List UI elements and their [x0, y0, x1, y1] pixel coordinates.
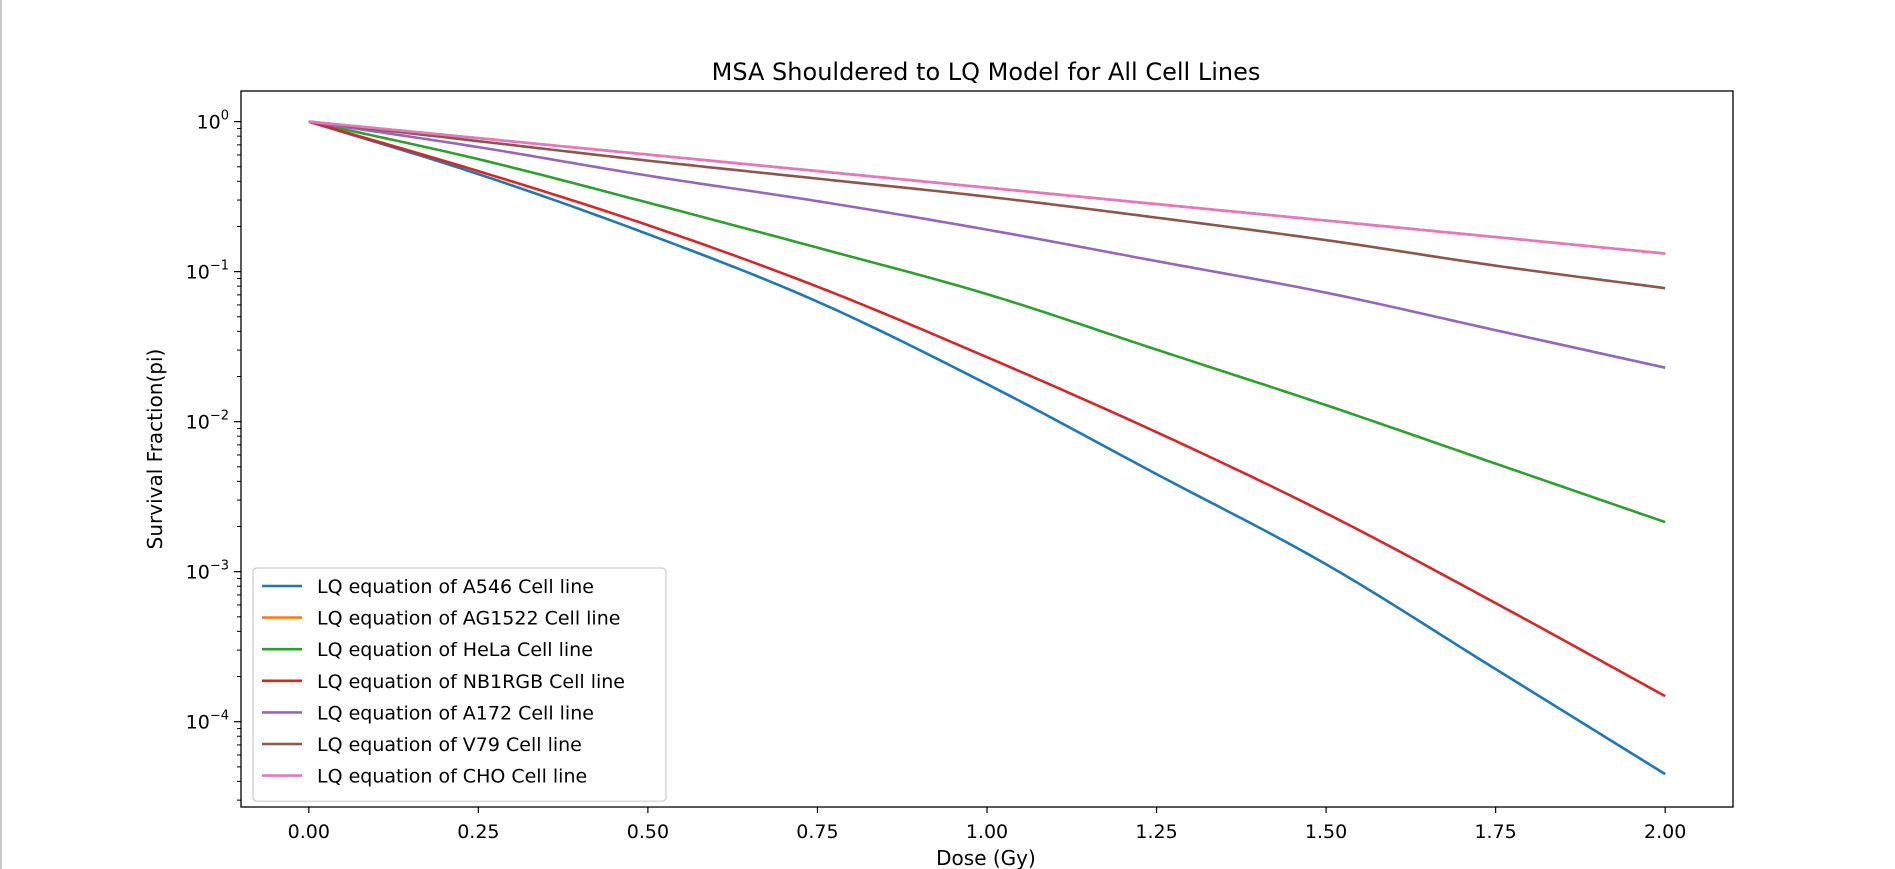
legend-label-6: LQ equation of V79 Cell line: [317, 734, 582, 756]
y-axis-label: Survival Fraction(pi): [143, 349, 167, 550]
x-axis-label: Dose (Gy): [936, 846, 1036, 869]
x-tick-label: 1.00: [966, 821, 1008, 843]
legend-label-7: LQ equation of CHO Cell line: [317, 766, 587, 788]
series-line-5: [308, 120, 1666, 369]
x-tick-label: 0.25: [457, 821, 499, 843]
axes-layer: 0.00 0.25 0.50 0.75 1.00 1.25 1.50 1.75 2.00 100 1…: [186, 90, 1734, 843]
chart-title: MSA Shouldered to LQ Model for All Cell …: [712, 58, 1261, 86]
x-tick-label: 2.00: [1644, 821, 1686, 843]
series-line-4: [308, 120, 1666, 698]
legend: LQ equation of A546 Cell line LQ equation…: [252, 567, 667, 802]
y-tick-label: 100: [197, 109, 229, 134]
series-line-1: [308, 120, 1666, 776]
series-line-6: [308, 120, 1666, 290]
legend-box: [252, 567, 667, 802]
legend-label-2: LQ equation of AG1522 Cell line: [317, 608, 620, 630]
series-layer: [308, 120, 1666, 776]
x-tick-label: 1.25: [1135, 821, 1177, 843]
legend-label-5: LQ equation of A172 Cell line: [317, 702, 594, 724]
series-line-7: [308, 120, 1666, 255]
x-tick-label: 1.75: [1474, 821, 1516, 843]
x-tick-label: 0.50: [627, 821, 669, 843]
x-tick-label: 0.75: [796, 821, 838, 843]
legend-label-1: LQ equation of A546 Cell line: [317, 576, 594, 598]
x-tick-label: 0.00: [288, 821, 330, 843]
y-tick-label: 10−1: [186, 259, 229, 284]
window-left-edge: [0, 0, 2, 869]
y-tick-label: 10−2: [186, 409, 229, 434]
series-line-3: [308, 120, 1666, 524]
y-tick-label: 10−3: [186, 559, 229, 584]
legend-label-3: LQ equation of HeLa Cell line: [317, 639, 593, 661]
legend-label-4: LQ equation of NB1RGB Cell line: [317, 671, 625, 693]
y-tick-label: 10−4: [186, 709, 229, 734]
x-tick-label: 1.50: [1305, 821, 1347, 843]
